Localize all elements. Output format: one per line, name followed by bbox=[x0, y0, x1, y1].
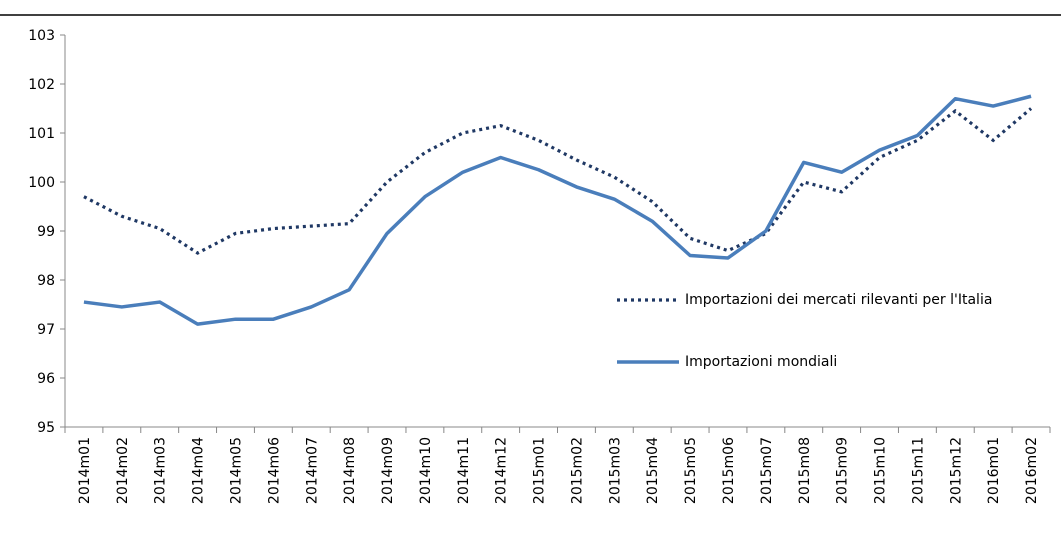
legend-item: Importazioni dei mercati rilevanti per l… bbox=[615, 289, 1015, 311]
legend-item: Importazioni mondiali bbox=[615, 351, 1035, 373]
x-tick-label: 2014m11 bbox=[456, 437, 472, 504]
y-tick-label: 99 bbox=[37, 224, 55, 240]
x-tick-label: 2014m06 bbox=[266, 437, 282, 504]
x-tick-label: 2014m05 bbox=[228, 437, 244, 504]
x-tick-label: 2014m07 bbox=[304, 437, 320, 504]
x-tick-label: 2015m09 bbox=[835, 437, 851, 504]
x-tick-label: 2014m02 bbox=[115, 437, 131, 504]
legend-swatch bbox=[617, 298, 679, 302]
x-tick-label: 2015m05 bbox=[683, 437, 699, 504]
x-tick-label: 2015m12 bbox=[948, 437, 964, 504]
x-tick-label: 2014m10 bbox=[418, 437, 434, 504]
legend-label: Importazioni dei mercati rilevanti per l… bbox=[685, 292, 993, 308]
x-tick-label: 2015m03 bbox=[607, 437, 623, 504]
series-line bbox=[83, 107, 1033, 255]
x-tick-label: 2015m02 bbox=[569, 437, 585, 504]
y-tick-label: 96 bbox=[37, 371, 55, 387]
x-tick-label: 2015m11 bbox=[910, 437, 926, 504]
legend-swatch bbox=[617, 360, 679, 364]
y-tick-label: 97 bbox=[37, 322, 55, 338]
x-tick-label: 2016m02 bbox=[1024, 437, 1040, 504]
x-tick-label: 2015m06 bbox=[721, 437, 737, 504]
y-tick-label: 98 bbox=[37, 273, 55, 289]
x-tick-label: 2014m09 bbox=[380, 437, 396, 504]
x-tick-label: 2014m08 bbox=[342, 437, 358, 504]
x-tick-label: 2014m03 bbox=[153, 437, 169, 504]
x-tick-label: 2014m01 bbox=[77, 437, 93, 504]
y-tick-label: 100 bbox=[28, 175, 55, 191]
x-tick-label: 2015m01 bbox=[532, 437, 548, 504]
x-tick-label: 2015m08 bbox=[797, 437, 813, 504]
x-tick-label: 2015m10 bbox=[873, 437, 889, 504]
x-tick-label: 2015m04 bbox=[645, 437, 661, 504]
y-tick-label: 102 bbox=[28, 77, 55, 93]
y-tick-label: 103 bbox=[28, 28, 55, 44]
y-tick-label: 95 bbox=[37, 420, 55, 436]
x-tick-label: 2016m01 bbox=[986, 437, 1002, 504]
x-tick-label: 2015m07 bbox=[759, 437, 775, 504]
x-tick-label: 2014m04 bbox=[191, 437, 207, 504]
legend-label: Importazioni mondiali bbox=[685, 354, 838, 370]
series-line bbox=[83, 94, 1032, 326]
y-tick-label: 101 bbox=[28, 126, 55, 142]
x-tick-label: 2014m12 bbox=[494, 437, 510, 504]
